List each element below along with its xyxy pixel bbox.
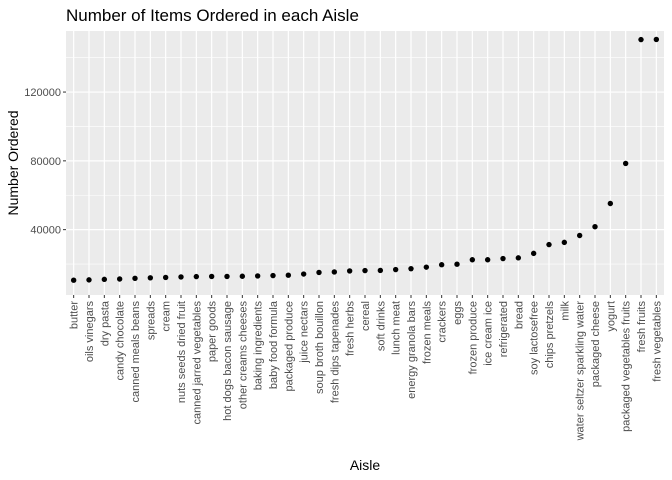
data-point xyxy=(546,241,552,248)
x-tick-label: oils vinegars xyxy=(84,301,96,363)
data-point xyxy=(392,266,399,273)
data-point xyxy=(331,269,338,275)
data-point xyxy=(285,272,292,278)
x-tick-label: hot dogs bacon sausage xyxy=(222,301,234,421)
x-tick-label: juice nectars xyxy=(299,301,311,364)
x-tick-label: fresh vegetables xyxy=(651,301,663,382)
x-tick-label: soft drinks xyxy=(375,301,387,352)
x-tick-label: packaged cheese xyxy=(590,301,602,387)
data-point xyxy=(270,272,276,279)
data-point xyxy=(530,250,537,257)
data-point xyxy=(346,268,353,274)
y-tick-label: 120000 xyxy=(24,87,61,99)
data-point xyxy=(653,36,660,43)
data-point xyxy=(377,267,384,274)
y-tick-label: 40000 xyxy=(30,225,61,237)
x-tick-label: eggs xyxy=(452,301,464,325)
x-tick-label: energy granola bars xyxy=(406,301,418,399)
x-tick-label: fresh herbs xyxy=(345,301,357,357)
x-tick-label: soup broth bouillon xyxy=(314,301,326,394)
x-tick-label: frozen produce xyxy=(467,301,479,374)
x-tick-label: refrigerated xyxy=(498,301,510,357)
data-point xyxy=(638,36,644,43)
x-tick-label: cereal xyxy=(360,301,372,331)
x-tick-label: baby food formula xyxy=(268,300,280,389)
data-point xyxy=(193,273,200,280)
data-point xyxy=(515,255,522,261)
x-tick-label: fresh fruits xyxy=(636,301,648,353)
x-tick-label: butter xyxy=(69,301,81,329)
data-point xyxy=(469,257,476,263)
x-tick-label: paper goods xyxy=(207,301,219,363)
x-tick-label: crackers xyxy=(437,301,449,343)
data-point xyxy=(116,276,123,282)
x-tick-label: candy chocolate xyxy=(115,301,127,381)
x-tick-label: bread xyxy=(513,301,525,329)
x-tick-label: packaged produce xyxy=(283,301,295,392)
x-tick-label: chips pretzels xyxy=(544,301,556,369)
data-point xyxy=(622,160,629,167)
data-point xyxy=(362,267,368,274)
data-point xyxy=(438,262,445,268)
data-point xyxy=(561,239,568,246)
x-tick-label: ice cream ice xyxy=(483,301,495,366)
data-point xyxy=(86,277,92,283)
data-points xyxy=(70,36,660,283)
x-tick-label: canned meals beans xyxy=(130,301,142,403)
x-tick-label: cream xyxy=(161,301,173,332)
x-tick-label: lunch meat xyxy=(391,301,403,355)
x-tick-label: frozen meals xyxy=(421,301,433,364)
data-point xyxy=(423,264,430,270)
x-tick-label: canned jarred vegetables xyxy=(191,301,203,425)
x-tick-label: milk xyxy=(559,301,571,321)
x-tick-label: dry pasta xyxy=(99,300,111,346)
data-point xyxy=(316,269,322,276)
data-point xyxy=(408,265,414,272)
x-tick-label: fresh dips tapenades xyxy=(329,301,341,404)
x-gridlines xyxy=(73,31,657,295)
data-point xyxy=(454,261,460,267)
data-point xyxy=(101,276,108,283)
data-point xyxy=(300,271,307,277)
data-point xyxy=(484,257,491,263)
x-axis-title: Aisle xyxy=(350,457,381,473)
x-tick-label: soy lactosefree xyxy=(529,301,541,375)
data-point xyxy=(70,277,77,283)
data-point xyxy=(500,255,506,262)
x-tick-label: other creams cheeses xyxy=(237,301,249,410)
data-point xyxy=(147,275,154,281)
data-point xyxy=(178,274,184,280)
x-tick-label: water seltzer sparkling water xyxy=(575,301,587,442)
data-point xyxy=(592,224,598,230)
data-point xyxy=(607,200,614,207)
y-axis-ticks: 40000 80000 120000 xyxy=(24,87,66,237)
data-point xyxy=(208,273,215,280)
data-point xyxy=(224,273,230,280)
x-tick-label: nuts seeds dried fruit xyxy=(176,301,188,403)
x-tick-label: baking ingredients xyxy=(253,301,265,391)
data-point xyxy=(576,232,583,239)
y-axis-title: Number Ordered xyxy=(5,110,21,215)
x-tick-label: yogurt xyxy=(605,301,617,332)
data-point xyxy=(254,273,261,279)
x-tick-label: spreads xyxy=(145,301,157,341)
x-axis-ticks: butter oils vinegars dry pasta candy chocol… xyxy=(69,295,663,442)
data-point xyxy=(162,274,169,281)
x-tick-label: packaged vegetables fruits xyxy=(621,301,633,432)
chart-title: Number of Items Ordered in each Aisle xyxy=(66,6,359,25)
y-tick-label: 80000 xyxy=(30,156,61,168)
data-point xyxy=(239,273,246,279)
data-point xyxy=(132,275,138,282)
